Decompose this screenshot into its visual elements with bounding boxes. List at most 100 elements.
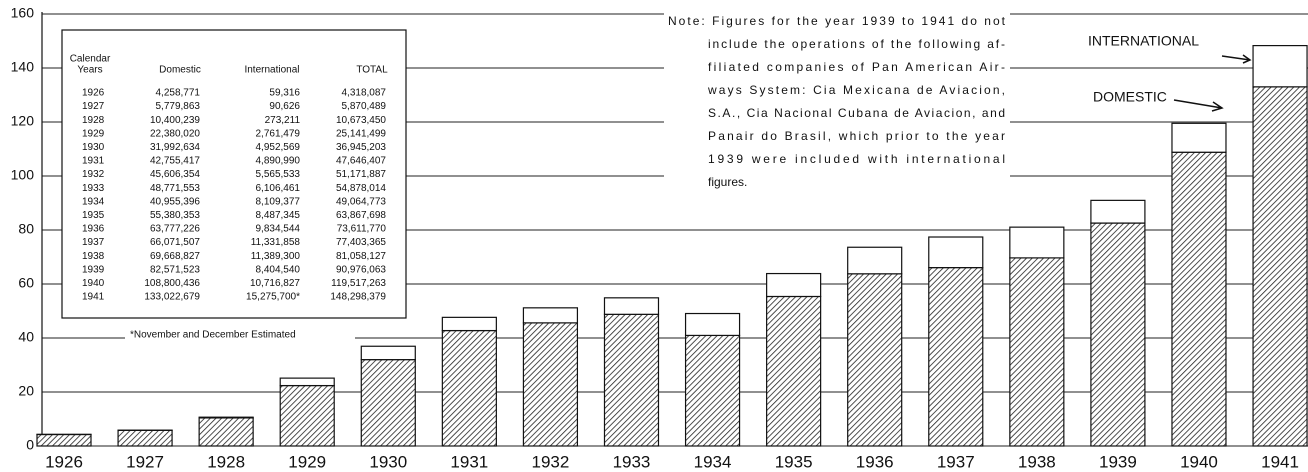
bar-segment	[847, 273, 903, 447]
table-cell: 2,761,479	[256, 128, 301, 139]
table-cell: 45,606,354	[150, 169, 200, 180]
table-cell: 25,141,499	[336, 128, 386, 139]
note-line: S.A., Cia Nacional Cubana de Aviacion, a…	[708, 106, 1005, 120]
table-cell: 1940	[82, 278, 105, 289]
x-tick-label: 1935	[775, 452, 813, 471]
note-box	[664, 12, 1010, 198]
y-tick-label: 120	[11, 113, 35, 129]
table-cell: 66,071,507	[150, 237, 200, 248]
table-cell: 22,380,020	[150, 128, 200, 139]
table-cell: 4,318,087	[342, 88, 387, 99]
y-tick-label: 20	[18, 383, 34, 399]
x-tick-label: 1931	[450, 452, 488, 471]
bar-segment	[360, 345, 416, 361]
legend-bg	[1082, 30, 1232, 54]
x-tick-label: 1929	[288, 452, 326, 471]
table-header: International	[244, 65, 299, 76]
legend: INTERNATIONAL DOMESTIC	[1088, 33, 1252, 112]
table-cell: 1932	[82, 169, 105, 180]
table-cell: 108,800,436	[144, 278, 200, 289]
bar-segment	[441, 329, 497, 447]
bar-segment	[1252, 44, 1308, 88]
bar-segment	[1090, 222, 1146, 447]
note-line: filiated companies of Pan American Air-	[708, 60, 1005, 74]
table-cell: 10,716,827	[250, 278, 300, 289]
bar-segment	[1171, 151, 1227, 447]
bar-segment	[766, 272, 822, 298]
table-cell: 1936	[82, 224, 105, 235]
table-cell: 1926	[82, 88, 105, 99]
y-tick-label: 0	[26, 437, 34, 453]
x-tick-label: 1940	[1180, 452, 1218, 471]
bar-segment	[1090, 199, 1146, 224]
footnote-bg	[125, 327, 355, 343]
x-tick-label: 1937	[937, 452, 975, 471]
x-tick-label: 1939	[1099, 452, 1137, 471]
table-cell: 1931	[82, 156, 105, 167]
bars: 1926 1927 1928 1929 1930 1931 1932 1933 1934 1935…	[36, 44, 1308, 471]
note-line: 1939 were included with international	[708, 152, 1005, 166]
table-cell: 119,517,263	[331, 278, 386, 289]
note-line: ways System: Cia Mexicana de Aviacion,	[707, 83, 1005, 97]
table-cell: 51,171,887	[336, 169, 386, 180]
table-cell: 8,109,377	[256, 196, 301, 207]
table-cell: 47,646,407	[336, 156, 386, 167]
table-cell: 36,945,203	[336, 142, 386, 153]
table-cell: 82,571,523	[150, 264, 200, 275]
note-line: Note: Figures for the year 1939 to 1941 …	[668, 14, 1006, 28]
legend-bg	[1088, 86, 1174, 110]
y-tick-label: 160	[11, 5, 35, 21]
x-tick-label: 1926	[45, 452, 83, 471]
table-cell: 4,952,569	[256, 142, 301, 153]
table-header: Years	[77, 65, 102, 76]
table-cell: 148,298,379	[330, 292, 386, 303]
table-cell: 4,890,990	[256, 156, 301, 167]
table-cell: 1935	[82, 210, 105, 221]
table-cell: 31,992,634	[150, 142, 200, 153]
bar-segment	[1171, 122, 1227, 153]
table-cell: 11,331,858	[251, 237, 301, 248]
bar-segment	[1009, 257, 1065, 447]
x-tick-label: 1928	[207, 452, 245, 471]
y-tick-label: 60	[18, 275, 34, 291]
table-cell: 5,779,863	[156, 101, 201, 112]
legend-arrow	[1173, 99, 1224, 112]
x-tick-label: 1933	[613, 452, 651, 471]
x-tick-label: 1927	[126, 452, 164, 471]
table-cell: 63,867,698	[336, 210, 386, 221]
table-cell: 59,316	[269, 88, 300, 99]
bar-segment	[847, 246, 903, 275]
table-cell: 1939	[82, 264, 105, 275]
table-cell: 9,834,544	[256, 224, 301, 235]
bar-segment	[117, 429, 173, 447]
bar-segment	[36, 433, 92, 447]
table-cell: 4,258,771	[156, 88, 201, 99]
x-tick-label: 1934	[694, 452, 732, 471]
table-cell: 42,755,417	[150, 156, 200, 167]
table-cell: 1941	[82, 292, 105, 303]
table-cell: 1929	[82, 128, 105, 139]
x-tick-label: 1936	[856, 452, 894, 471]
table-cell: 1937	[82, 237, 105, 248]
legend-arrow	[1221, 54, 1252, 64]
legend-label: DOMESTIC	[1093, 89, 1167, 105]
table-header: Calendar	[70, 54, 111, 65]
table-cell: 11,389,300	[251, 251, 301, 262]
footnote: *November and December Estimated	[130, 330, 296, 341]
bar-segment	[603, 313, 660, 447]
table-cell: 1933	[82, 183, 105, 194]
table-cell: 1927	[82, 101, 105, 112]
y-tick-label: 100	[11, 167, 35, 183]
table-cell: 8,487,345	[256, 210, 301, 221]
table-cell: 77,403,365	[336, 237, 386, 248]
bar-segment	[1009, 226, 1065, 259]
bar-segment	[198, 417, 254, 447]
table-cell: 54,878,014	[336, 183, 386, 194]
table-cell: 5,870,489	[342, 101, 387, 112]
table-cell: 10,673,450	[336, 115, 386, 126]
table-cell: 1928	[82, 115, 105, 126]
bar-segment	[1252, 86, 1308, 447]
table-cell: 81,058,127	[336, 251, 386, 262]
x-tick-label: 1932	[532, 452, 570, 471]
